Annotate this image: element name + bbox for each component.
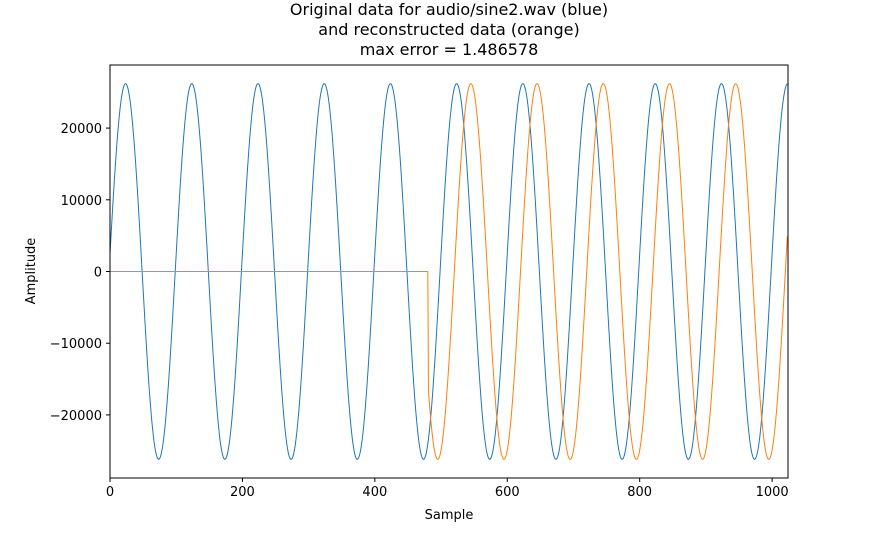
series-line-orange <box>110 83 788 460</box>
x-axis-ticks: 0 200 400 600 800 1000 <box>106 478 789 500</box>
plot-lines <box>109 83 788 460</box>
chart-title-line-2: and reconstructed data (orange) <box>318 20 579 39</box>
x-tick-label: 600 <box>495 485 520 500</box>
y-tick-label: −10000 <box>50 337 102 352</box>
chart-title-line-3: max error = 1.486578 <box>360 40 539 59</box>
chart-title-line-1: Original data for audio/sine2.wav (blue) <box>290 0 608 19</box>
x-axis-label: Sample <box>425 508 474 523</box>
y-tick-label: −20000 <box>50 409 102 424</box>
y-axis-ticks: −20000 −10000 0 10000 20000 <box>50 122 110 424</box>
x-tick-label: 800 <box>627 485 652 500</box>
x-tick-label: 400 <box>362 485 387 500</box>
y-tick-label: 0 <box>94 266 102 281</box>
chart-title: Original data for audio/sine2.wav (blue)… <box>290 0 608 59</box>
x-tick-label: 0 <box>106 485 114 500</box>
x-tick-label: 1000 <box>756 485 789 500</box>
y-axis-label: Amplitude <box>24 238 39 305</box>
y-tick-label: 10000 <box>61 194 102 209</box>
y-tick-label: 20000 <box>61 122 102 137</box>
series-line-blue <box>109 83 788 460</box>
x-tick-label: 200 <box>230 485 255 500</box>
